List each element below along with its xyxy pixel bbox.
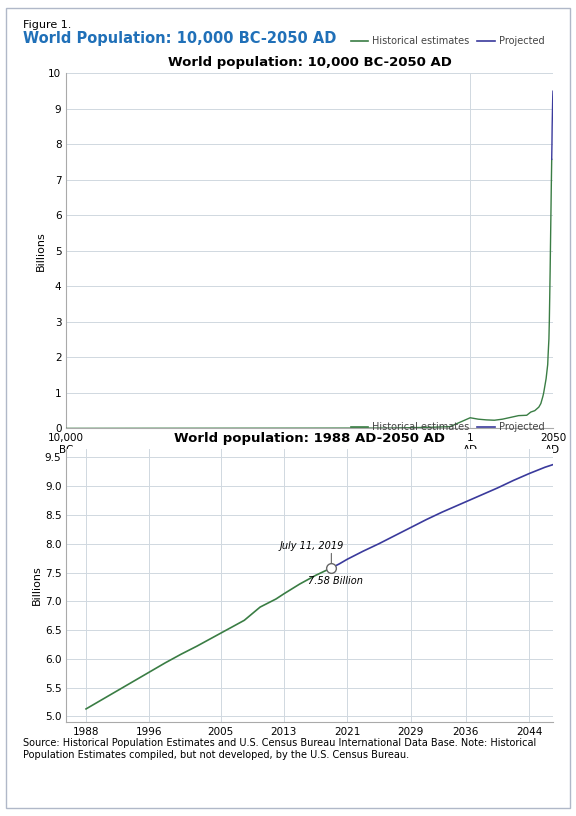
Y-axis label: Billions: Billions — [32, 565, 42, 605]
Text: 7.58 Billion: 7.58 Billion — [308, 576, 362, 586]
Legend: Historical estimates, Projected: Historical estimates, Projected — [347, 32, 548, 50]
Text: World Population: 10,000 BC-2050 AD: World Population: 10,000 BC-2050 AD — [23, 31, 336, 46]
Text: Source: Historical Population Estimates and U.S. Census Bureau International Dat: Source: Historical Population Estimates … — [23, 738, 536, 760]
Text: Figure 1.: Figure 1. — [23, 20, 71, 30]
Title: World population: 1988 AD-2050 AD: World population: 1988 AD-2050 AD — [174, 432, 445, 445]
Legend: Historical estimates, Projected: Historical estimates, Projected — [347, 418, 548, 436]
Title: World population: 10,000 BC-2050 AD: World population: 10,000 BC-2050 AD — [168, 56, 452, 69]
Y-axis label: Billions: Billions — [36, 231, 46, 271]
Text: July 11, 2019: July 11, 2019 — [280, 541, 344, 551]
